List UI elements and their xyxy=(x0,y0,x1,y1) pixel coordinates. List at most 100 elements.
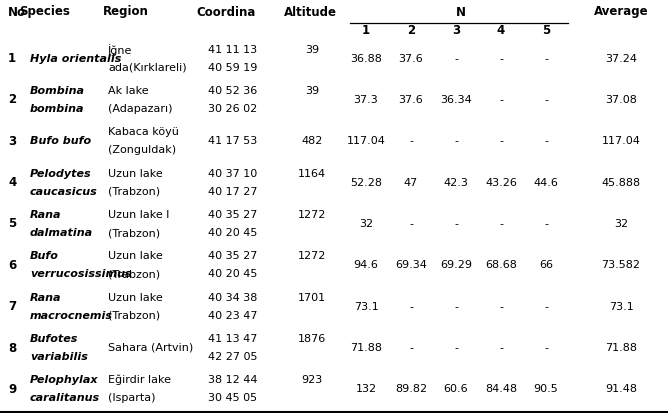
Text: verrucosissimus: verrucosissimus xyxy=(30,269,132,279)
Text: 7: 7 xyxy=(8,299,16,312)
Text: 32: 32 xyxy=(614,218,628,228)
Text: 5: 5 xyxy=(542,24,550,38)
Text: 43.26: 43.26 xyxy=(485,177,517,187)
Text: Bufo bufo: Bufo bufo xyxy=(30,136,91,146)
Text: -: - xyxy=(499,95,503,105)
Text: 30 26 02: 30 26 02 xyxy=(208,104,257,114)
Text: 37.6: 37.6 xyxy=(399,95,424,105)
Text: 71.88: 71.88 xyxy=(350,342,382,352)
Text: Bufotes: Bufotes xyxy=(30,333,78,343)
Text: -: - xyxy=(544,54,548,64)
Text: -: - xyxy=(544,342,548,352)
Text: 60.6: 60.6 xyxy=(444,383,468,393)
Text: (Isparta): (Isparta) xyxy=(108,392,156,402)
Text: 132: 132 xyxy=(355,383,377,393)
Text: 1272: 1272 xyxy=(298,209,326,219)
Text: 40 37 10: 40 37 10 xyxy=(208,168,257,178)
Text: (Trabzon): (Trabzon) xyxy=(108,310,160,320)
Text: Pelophylax: Pelophylax xyxy=(30,374,98,385)
Text: 2: 2 xyxy=(8,93,16,106)
Text: 923: 923 xyxy=(301,374,323,385)
Text: caucasicus: caucasicus xyxy=(30,186,98,196)
Text: 37.24: 37.24 xyxy=(605,54,637,64)
Text: 41 13 47: 41 13 47 xyxy=(208,333,257,343)
Text: 37.6: 37.6 xyxy=(399,54,424,64)
Text: Kabaca köyü: Kabaca köyü xyxy=(108,127,179,137)
Text: -: - xyxy=(499,136,503,146)
Text: Bufo: Bufo xyxy=(30,251,59,261)
Text: 4: 4 xyxy=(497,24,505,38)
Text: -: - xyxy=(499,342,503,352)
Text: 39: 39 xyxy=(305,45,319,55)
Text: 1701: 1701 xyxy=(298,292,326,302)
Text: variabilis: variabilis xyxy=(30,351,88,361)
Text: bombina: bombina xyxy=(30,104,84,114)
Text: -: - xyxy=(409,136,413,146)
Text: 40 20 45: 40 20 45 xyxy=(208,228,257,237)
Text: 5: 5 xyxy=(8,217,16,230)
Text: 44.6: 44.6 xyxy=(534,177,558,187)
Text: -: - xyxy=(544,218,548,228)
Text: 3: 3 xyxy=(452,24,460,38)
Text: Rana: Rana xyxy=(30,209,61,219)
Text: 36.34: 36.34 xyxy=(440,95,472,105)
Text: 38 12 44: 38 12 44 xyxy=(208,374,257,385)
Text: 73.1: 73.1 xyxy=(353,301,378,311)
Text: (Trabzon): (Trabzon) xyxy=(108,228,160,237)
Text: Average: Average xyxy=(594,5,649,19)
Text: 40 20 45: 40 20 45 xyxy=(208,269,257,279)
Text: 36.88: 36.88 xyxy=(350,54,382,64)
Text: 40 34 38: 40 34 38 xyxy=(208,292,257,302)
Text: Eğirdir lake: Eğirdir lake xyxy=(108,374,171,385)
Text: (Trabzon): (Trabzon) xyxy=(108,186,160,196)
Text: 69.29: 69.29 xyxy=(440,260,472,270)
Text: 73.582: 73.582 xyxy=(601,260,641,270)
Text: 1876: 1876 xyxy=(298,333,326,343)
Text: 45.888: 45.888 xyxy=(601,177,641,187)
Text: 37.08: 37.08 xyxy=(605,95,637,105)
Text: 40 35 27: 40 35 27 xyxy=(208,209,257,219)
Text: 94.6: 94.6 xyxy=(353,260,379,270)
Text: 84.48: 84.48 xyxy=(485,383,517,393)
Text: 9: 9 xyxy=(8,382,16,395)
Text: 40 35 27: 40 35 27 xyxy=(208,251,257,261)
Text: 8: 8 xyxy=(8,341,16,354)
Text: Region: Region xyxy=(103,5,149,19)
Text: 40 17 27: 40 17 27 xyxy=(208,186,257,196)
Text: 71.88: 71.88 xyxy=(605,342,637,352)
Text: 40 59 19: 40 59 19 xyxy=(208,63,257,73)
Text: 73.1: 73.1 xyxy=(609,301,633,311)
Text: 117.04: 117.04 xyxy=(347,136,385,146)
Text: 30 45 05: 30 45 05 xyxy=(208,392,257,402)
Text: 1: 1 xyxy=(362,24,370,38)
Text: Uzun lake: Uzun lake xyxy=(108,251,163,261)
Text: Uzun lake: Uzun lake xyxy=(108,292,163,302)
Text: Altitude: Altitude xyxy=(283,5,337,19)
Text: 2: 2 xyxy=(407,24,415,38)
Text: No: No xyxy=(8,5,26,19)
Text: Uzun lake l: Uzun lake l xyxy=(108,209,170,219)
Text: -: - xyxy=(409,342,413,352)
Text: -: - xyxy=(499,301,503,311)
Text: 42 27 05: 42 27 05 xyxy=(208,351,257,361)
Text: Species: Species xyxy=(19,5,70,19)
Text: 40 23 47: 40 23 47 xyxy=(208,310,257,320)
Text: 117.04: 117.04 xyxy=(602,136,641,146)
Text: -: - xyxy=(454,301,458,311)
Text: 91.48: 91.48 xyxy=(605,383,637,393)
Text: 89.82: 89.82 xyxy=(395,383,427,393)
Text: (Adapazarı): (Adapazarı) xyxy=(108,104,172,114)
Text: 37.3: 37.3 xyxy=(353,95,378,105)
Text: -: - xyxy=(544,95,548,105)
Text: Hyla orientalis: Hyla orientalis xyxy=(30,54,122,64)
Text: 1164: 1164 xyxy=(298,168,326,178)
Text: Coordina: Coordina xyxy=(196,5,256,19)
Text: -: - xyxy=(499,218,503,228)
Text: 52.28: 52.28 xyxy=(350,177,382,187)
Text: ada(Kırklareli): ada(Kırklareli) xyxy=(108,63,186,73)
Text: 1: 1 xyxy=(8,52,16,65)
Text: -: - xyxy=(544,136,548,146)
Text: Pelodytes: Pelodytes xyxy=(30,168,92,178)
Text: caralitanus: caralitanus xyxy=(30,392,100,402)
Text: İğne: İğne xyxy=(108,43,132,55)
